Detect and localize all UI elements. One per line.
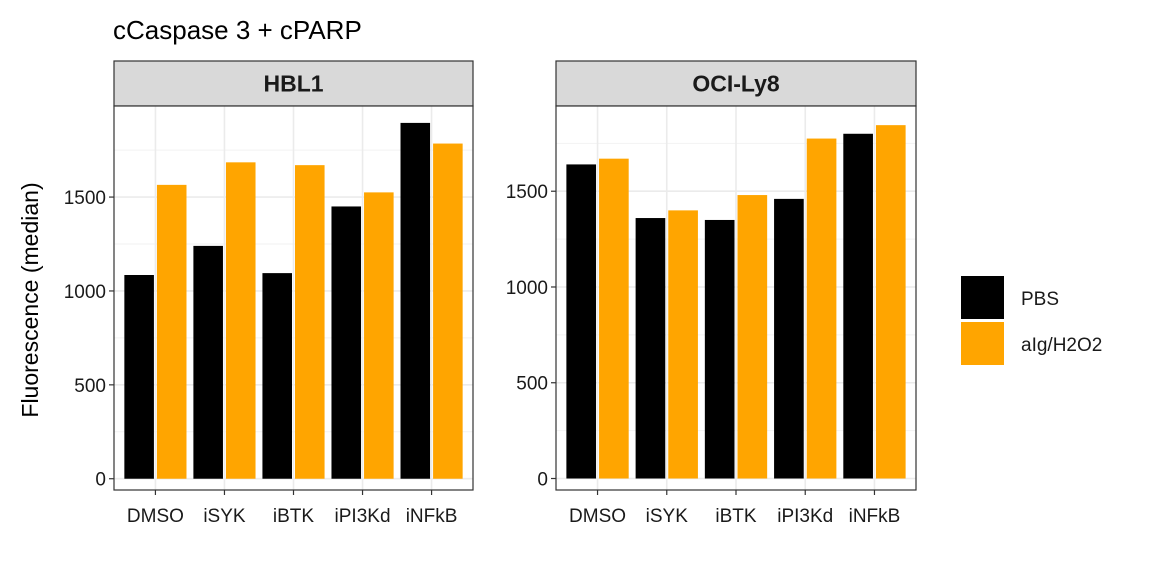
legend-swatch-aig-h2o2 [961,322,1004,365]
x-tick-label: iBTK [715,506,757,527]
bar-aig-h2o2-ibtk [737,195,768,479]
x-tick-label: iPI3Kd [335,506,391,527]
bar-aig-h2o2-infkb [433,143,463,479]
bar-pbs-dmso [124,274,154,479]
bar-pbs-ibtk [262,273,292,479]
bar-pbs-dmso [566,164,597,479]
y-tick-label: 1500 [506,182,548,203]
y-tick-label: 0 [95,470,106,491]
panel-hbl1: HBL1 0 500 1000 1500 DMSO iSYK iBTK iPI3Kd iNFkB [64,60,474,527]
x-tick-label: DMSO [127,506,184,527]
y-tick-label: 500 [74,376,106,397]
legend-label: PBS [1021,289,1059,310]
x-tick-label: iNFkB [406,506,458,527]
chart-title: cCaspase 3 + cPARP [113,15,362,45]
bar-aig-h2o2-ipi3kd [364,192,394,479]
bar-aig-h2o2-isyk [225,162,256,479]
bar-pbs-ibtk [704,219,735,479]
bar-pbs-isyk [193,245,223,479]
x-tick-label: iSYK [646,506,689,527]
y-axis-label: Fluorescence (median) [17,182,43,417]
bar-aig-h2o2-infkb [875,125,906,479]
panel-oci-ly8: OCI-Ly8 0 500 1000 1500 DMSO iSYK iBTK iPI3Kd iNF… [506,60,917,527]
legend: PBS aIg/H2O2 [961,276,1102,365]
panel-title: HBL1 [263,71,323,97]
y-tick-label: 1500 [64,188,106,209]
panel-strip [555,60,917,107]
legend-swatch-pbs [961,276,1004,319]
bar-aig-h2o2-isyk [668,210,698,479]
bar-aig-h2o2-ipi3kd [806,138,837,479]
bar-pbs-infkb [843,133,873,479]
y-tick-label: 1000 [506,278,548,299]
x-tick-label: iNFkB [849,506,901,527]
x-tick-label: iPI3Kd [777,506,833,527]
y-tick-label: 500 [516,374,548,395]
x-tick-label: iSYK [203,506,246,527]
bar-aig-h2o2-dmso [156,184,187,479]
x-tick-label: iBTK [273,506,315,527]
x-tick-label: DMSO [569,506,626,527]
panel-strip [113,60,474,107]
bar-pbs-infkb [400,122,431,479]
bar-pbs-ipi3kd [774,198,804,479]
bar-aig-h2o2-ibtk [295,165,325,479]
bar-pbs-ipi3kd [331,206,362,479]
bar-pbs-isyk [635,218,666,479]
bar-aig-h2o2-dmso [599,158,629,479]
y-tick-label: 1000 [64,282,106,303]
legend-label: aIg/H2O2 [1021,335,1102,356]
y-tick-label: 0 [537,470,548,491]
panel-title: OCI-Ly8 [692,71,780,97]
